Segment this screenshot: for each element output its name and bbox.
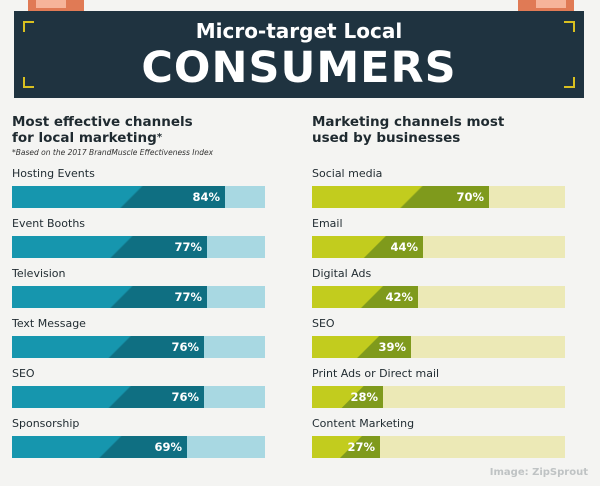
- bar-row: Hosting Events 84%: [12, 167, 265, 217]
- bar: [12, 186, 225, 208]
- header-subtitle: Micro-target Local: [195, 19, 403, 43]
- header-banner: Micro-target Local CONSUMERS: [14, 11, 584, 98]
- bar: [12, 286, 207, 308]
- bar-track: 70%: [312, 186, 565, 208]
- bar-value-label: 76%: [171, 390, 199, 404]
- bar-row: Sponsorship 69%: [12, 417, 265, 467]
- header-title: CONSUMERS: [141, 43, 457, 93]
- bar-track: 27%: [312, 436, 565, 458]
- category-label: Sponsorship: [12, 417, 80, 430]
- bar-value-label: 70%: [456, 190, 484, 204]
- bar-row: Content Marketing 27%: [312, 417, 565, 467]
- bar-row: Digital Ads 42%: [312, 267, 565, 317]
- bar-row: SEO 39%: [312, 317, 565, 367]
- bar-row: Text Message 76%: [12, 317, 265, 367]
- category-label: Content Marketing: [312, 417, 415, 430]
- category-label: Email: [312, 217, 343, 230]
- corner-bracket-icon: [23, 77, 34, 88]
- bar-track: 39%: [312, 336, 565, 358]
- bar-row: Print Ads or Direct mail 28%: [312, 367, 565, 417]
- bar-value-label: 28%: [350, 390, 378, 404]
- bar-value-label: 84%: [192, 190, 220, 204]
- category-label: Digital Ads: [312, 267, 372, 280]
- category-label: SEO: [312, 317, 335, 330]
- corner-bracket-icon: [23, 21, 34, 32]
- bar-track: 42%: [312, 286, 565, 308]
- bar-value-label: 27%: [347, 440, 375, 454]
- top-right-decoration-light: [536, 0, 566, 8]
- bar-track: 77%: [12, 236, 265, 258]
- image-credit: Image: ZipSprout: [489, 467, 588, 478]
- category-label: Hosting Events: [12, 167, 95, 180]
- category-label: Television: [12, 267, 66, 280]
- bar-value-label: 42%: [385, 290, 413, 304]
- bar: [12, 436, 187, 458]
- bar-row: Television 77%: [12, 267, 265, 317]
- left-title-footnote-mark: *: [156, 132, 163, 143]
- left-title-line2: for local marketing: [12, 130, 157, 146]
- category-label: Social media: [312, 167, 383, 180]
- bar-row: Event Booths 77%: [12, 217, 265, 267]
- bar-track: 44%: [312, 236, 565, 258]
- bar-value-label: 39%: [378, 340, 406, 354]
- top-left-decoration-light: [36, 0, 66, 8]
- bar-value-label: 69%: [154, 440, 182, 454]
- bar-value-label: 77%: [174, 290, 202, 304]
- category-label: SEO: [12, 367, 35, 380]
- right-title-line1: Marketing channels most: [312, 114, 505, 130]
- right-chart-title: Marketing channels most used by business…: [312, 114, 504, 146]
- bar: [12, 386, 204, 408]
- corner-bracket-icon: [564, 21, 575, 32]
- bar: [12, 336, 204, 358]
- category-label: Event Booths: [12, 217, 86, 230]
- category-label: Text Message: [12, 317, 86, 330]
- bar-track: 69%: [12, 436, 265, 458]
- category-label: Print Ads or Direct mail: [312, 367, 440, 380]
- bar: [312, 186, 489, 208]
- bar-track: 76%: [12, 336, 265, 358]
- bar-value-label: 76%: [171, 340, 199, 354]
- left-title-line1: Most effective channels: [12, 114, 193, 130]
- bar-row: Email 44%: [312, 217, 565, 267]
- bar-row: SEO 76%: [12, 367, 265, 417]
- left-chart-title: Most effective channels for local market…: [12, 114, 193, 146]
- bar-row: Social media 70%: [312, 167, 565, 217]
- bar-track: 76%: [12, 386, 265, 408]
- corner-bracket-icon: [564, 77, 575, 88]
- right-title-line2: used by businesses: [312, 130, 461, 146]
- bar-track: 28%: [312, 386, 565, 408]
- bar-value-label: 44%: [390, 240, 418, 254]
- bar-value-label: 77%: [174, 240, 202, 254]
- bar: [312, 386, 383, 408]
- bar: [312, 236, 423, 258]
- bar: [312, 436, 380, 458]
- bar-track: 77%: [12, 286, 265, 308]
- bar-track: 84%: [12, 186, 265, 208]
- left-chart-note: *Based on the 2017 BrandMuscle Effective…: [12, 148, 214, 157]
- bar: [312, 286, 418, 308]
- bar: [312, 336, 411, 358]
- bar: [12, 236, 207, 258]
